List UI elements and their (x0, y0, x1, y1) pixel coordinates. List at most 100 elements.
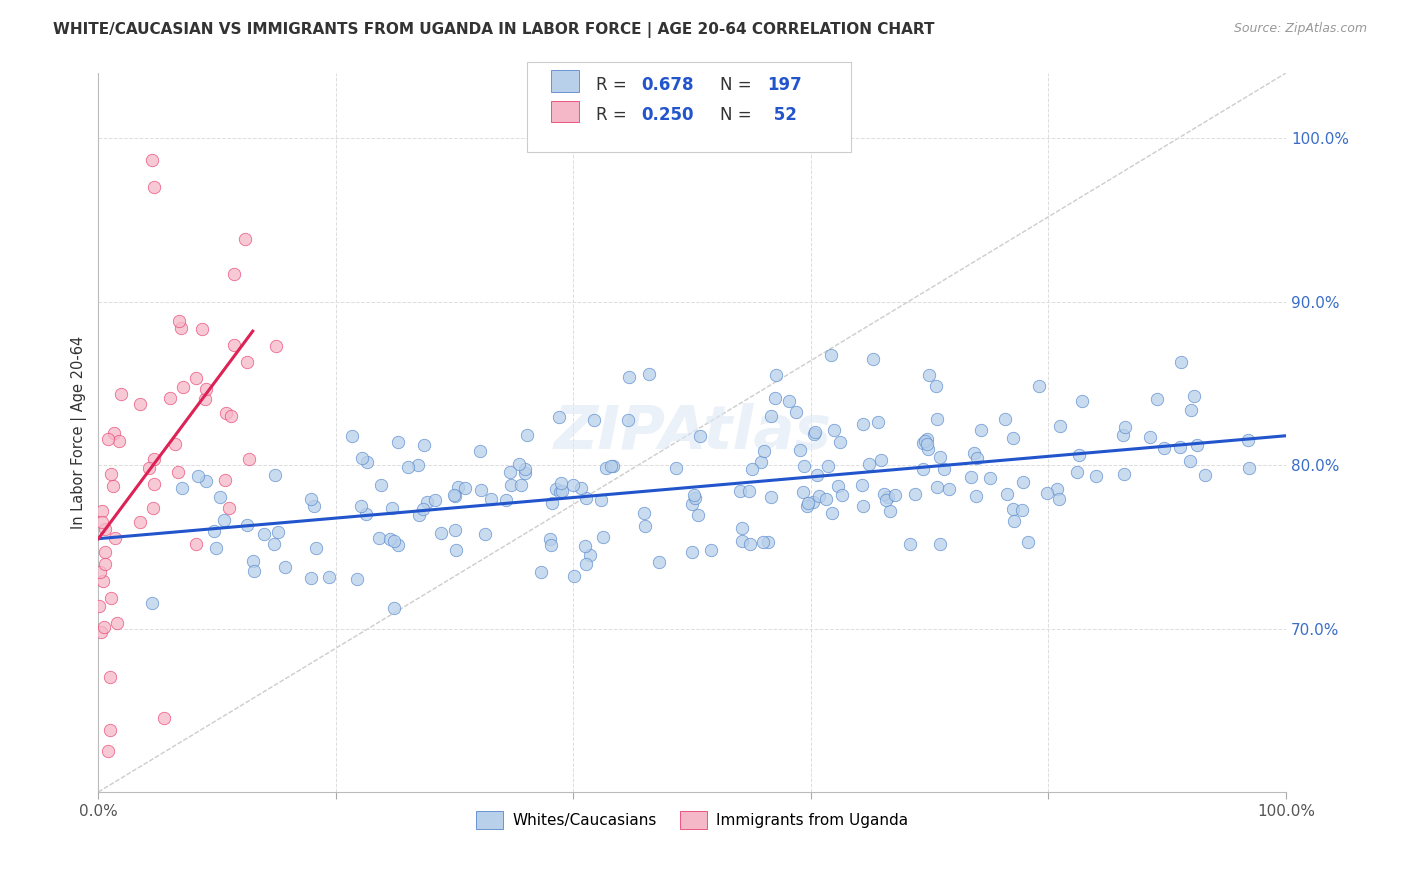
Point (443, 523, 465, 537)
Point (817, 459, 839, 474)
Point (600, 458, 623, 473)
Point (815, 492, 838, 507)
Point (903, 486, 925, 500)
Point (98, 670, 121, 684)
Point (233, 232, 256, 246)
Point (100, 467, 122, 481)
Point (851, 478, 873, 492)
Point (970, 423, 993, 437)
Point (582, 412, 605, 426)
Point (381, 500, 404, 515)
Point (665, 460, 688, 475)
Point (1168, 440, 1191, 454)
Point (384, 534, 406, 549)
Point (305, 541, 328, 556)
Point (387, 538, 409, 552)
Text: 0.678: 0.678 (641, 76, 693, 94)
Point (571, 481, 593, 495)
Point (218, 500, 240, 515)
Point (740, 537, 762, 551)
Point (267, 524, 290, 539)
Point (1139, 430, 1161, 444)
Point (184, 537, 207, 551)
Point (1085, 469, 1108, 483)
Point (195, 474, 218, 488)
Point (938, 482, 960, 496)
Point (350, 499, 373, 513)
Point (97, 433, 120, 447)
Point (548, 484, 571, 499)
Point (633, 506, 655, 520)
Point (681, 497, 703, 511)
Point (912, 436, 935, 450)
Point (808, 489, 831, 503)
Point (617, 413, 640, 427)
Point (1170, 355, 1192, 369)
Point (396, 459, 419, 474)
Point (869, 453, 891, 467)
Point (793, 458, 815, 473)
Point (340, 428, 363, 442)
Point (170, 321, 193, 335)
Point (202, 524, 225, 539)
Point (530, 565, 553, 579)
Point (778, 394, 800, 409)
Point (804, 425, 827, 439)
Point (683, 488, 706, 502)
Point (170, 482, 193, 496)
Point (128, 515, 150, 529)
Point (689, 429, 711, 443)
Point (474, 526, 496, 541)
Point (299, 570, 322, 584)
Point (224, 267, 246, 281)
Point (962, 446, 984, 460)
Point (960, 470, 983, 484)
Point (443, 488, 465, 502)
Point (681, 544, 703, 558)
Point (866, 415, 889, 429)
Point (1237, 433, 1260, 447)
Point (589, 492, 612, 507)
Point (550, 475, 572, 490)
Point (378, 532, 401, 546)
Point (408, 508, 430, 523)
Point (128, 397, 150, 411)
Point (515, 467, 537, 481)
Point (263, 468, 285, 483)
Point (101, 479, 124, 493)
Point (1011, 503, 1033, 517)
Point (100, 591, 122, 605)
Point (444, 489, 467, 503)
Point (94, 557, 117, 571)
Point (253, 527, 276, 541)
Text: 52: 52 (768, 106, 797, 124)
Point (785, 405, 807, 419)
Point (595, 460, 617, 475)
Point (789, 442, 811, 457)
Text: 197: 197 (768, 76, 803, 94)
Point (242, 554, 264, 568)
Point (91, 503, 114, 517)
Point (876, 490, 898, 504)
Point (540, 538, 562, 552)
Point (193, 392, 215, 406)
Point (763, 391, 786, 405)
Point (205, 541, 228, 555)
Point (1069, 448, 1091, 462)
Point (796, 496, 818, 510)
Point (479, 491, 502, 506)
Point (749, 454, 772, 468)
Point (574, 539, 596, 553)
Point (346, 573, 368, 587)
Point (925, 480, 948, 494)
Point (1066, 465, 1088, 479)
Point (562, 568, 585, 582)
Point (752, 443, 775, 458)
Point (925, 412, 948, 426)
Point (152, 711, 174, 725)
Point (1002, 514, 1025, 528)
Text: N =: N = (720, 76, 756, 94)
Point (243, 564, 266, 578)
Point (1237, 461, 1260, 475)
Point (918, 368, 941, 382)
